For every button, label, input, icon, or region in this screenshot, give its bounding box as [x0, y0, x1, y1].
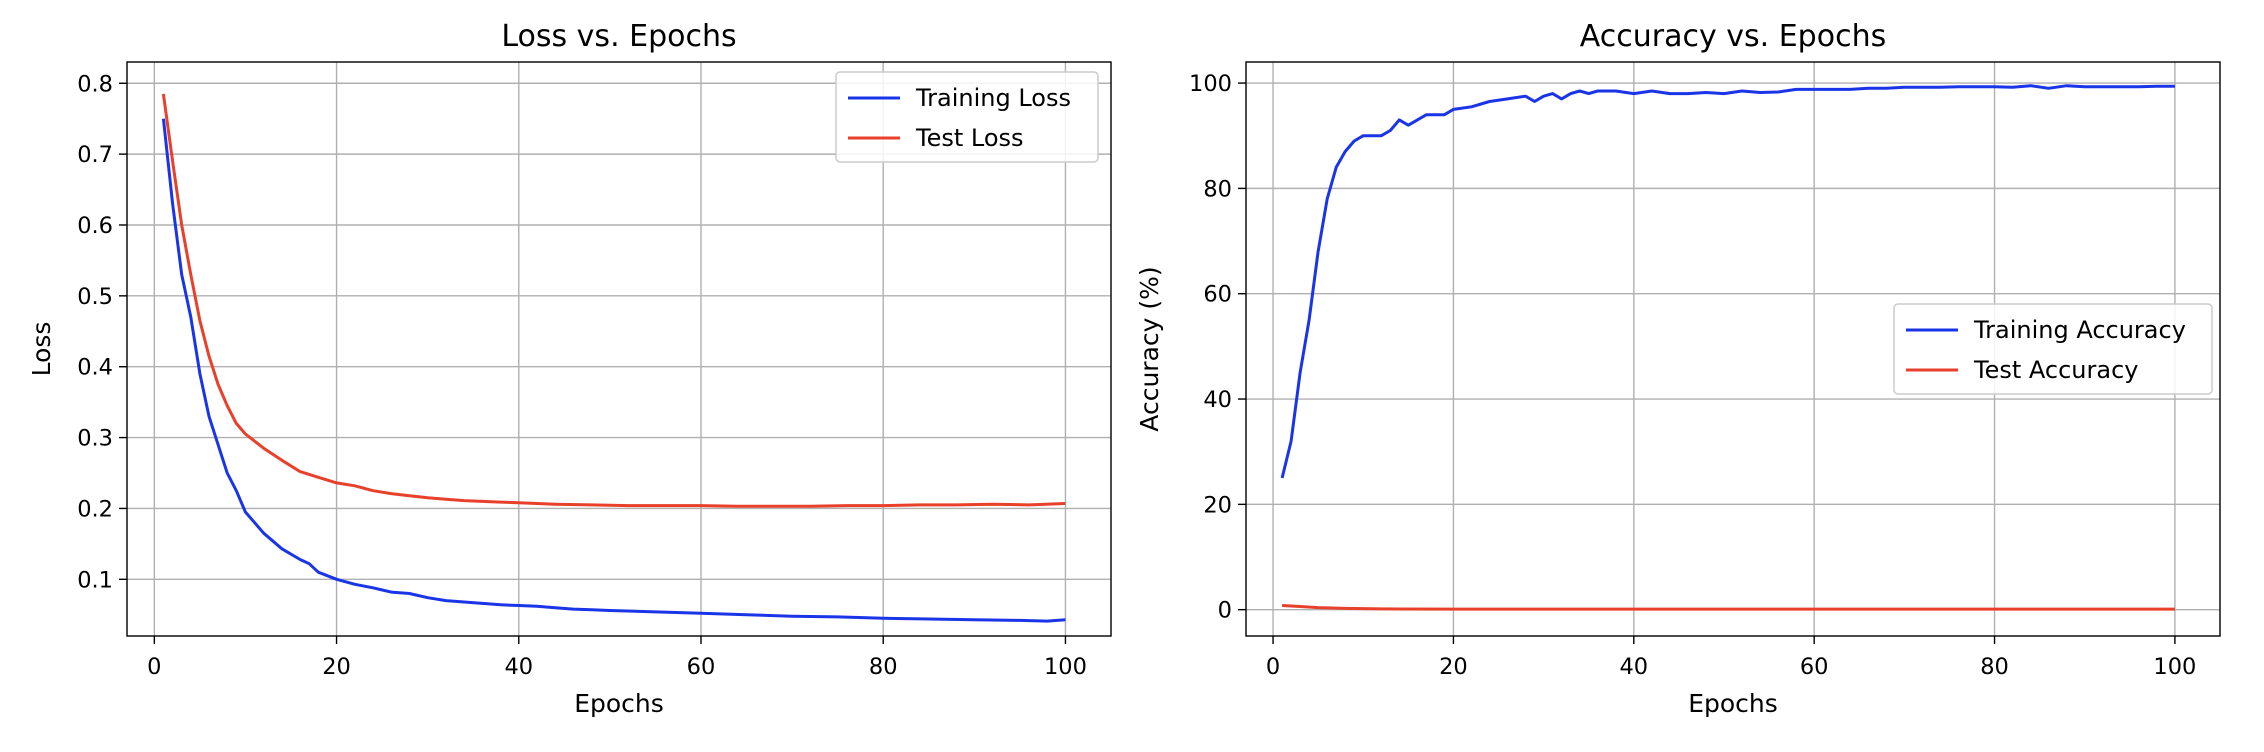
y-tick-label: 0.6: [77, 213, 113, 239]
x-tick-label: 20: [1439, 654, 1468, 680]
chart-title: Accuracy vs. Epochs: [1580, 19, 1886, 54]
y-tick-label: 0.2: [77, 496, 113, 522]
x-tick-label: 0: [147, 654, 161, 680]
accuracy-chart: 0 20 40 60 80 100 0 20 40 60 80 100 Accuracy vs. Epo…: [1135, 19, 2221, 718]
loss-chart: 0 20 40 60 80 100 0.1 0.2 0.3 0.4 0.5 0.6 0.7 0.8 Loss…: [27, 19, 1112, 718]
y-tick-label: 40: [1203, 387, 1232, 413]
series-line-training-loss: [161, 118, 1066, 623]
x-axis-label: Epochs: [1688, 689, 1778, 718]
y-tick-label: 100: [1189, 71, 1232, 97]
y-tick-label: 60: [1203, 282, 1232, 308]
y-axis-label: Accuracy (%): [1135, 266, 1164, 431]
x-tick-label: 40: [1619, 654, 1648, 680]
y-tick-label: 0.8: [77, 71, 113, 97]
y-tick-label: 0.5: [77, 284, 113, 310]
chart-title: Loss vs. Epochs: [501, 19, 736, 54]
x-tick-label: 20: [322, 654, 351, 680]
legend-label: Test Accuracy: [1973, 356, 2138, 384]
y-tick-label: 0.4: [77, 355, 113, 381]
x-tick-label: 80: [869, 654, 898, 680]
x-tick-label: 100: [2153, 654, 2196, 680]
x-tick-label: 40: [504, 654, 533, 680]
plot-frame: [1245, 61, 2221, 637]
y-tick-label: 80: [1203, 176, 1232, 202]
x-tick-label: 100: [1044, 654, 1087, 680]
series-line-test-loss: [161, 93, 1066, 508]
x-tick-label: 60: [687, 654, 716, 680]
legend-box: [835, 71, 1099, 163]
x-tick-label: 60: [1800, 654, 1829, 680]
legend-label: Training Accuracy: [1973, 316, 2186, 344]
series-line-test-accuracy: [1282, 604, 2175, 611]
legend-box: [1893, 303, 2213, 395]
series-line-training-accuracy: [1280, 84, 2175, 479]
legend-label: Test Loss: [915, 124, 1024, 152]
x-axis-label: Epochs: [574, 689, 664, 718]
y-tick-label: 0.3: [77, 426, 113, 452]
x-tick-label: 0: [1266, 654, 1280, 680]
plot-frame: [126, 61, 1112, 637]
y-tick-label: 20: [1203, 492, 1232, 518]
legend-label: Training Loss: [915, 84, 1071, 112]
x-tick-label: 80: [1980, 654, 2009, 680]
y-tick-label: 0.7: [77, 142, 113, 168]
y-tick-label: 0.1: [77, 567, 113, 593]
y-tick-label: 0: [1218, 598, 1232, 624]
y-axis-label: Loss: [27, 322, 56, 377]
